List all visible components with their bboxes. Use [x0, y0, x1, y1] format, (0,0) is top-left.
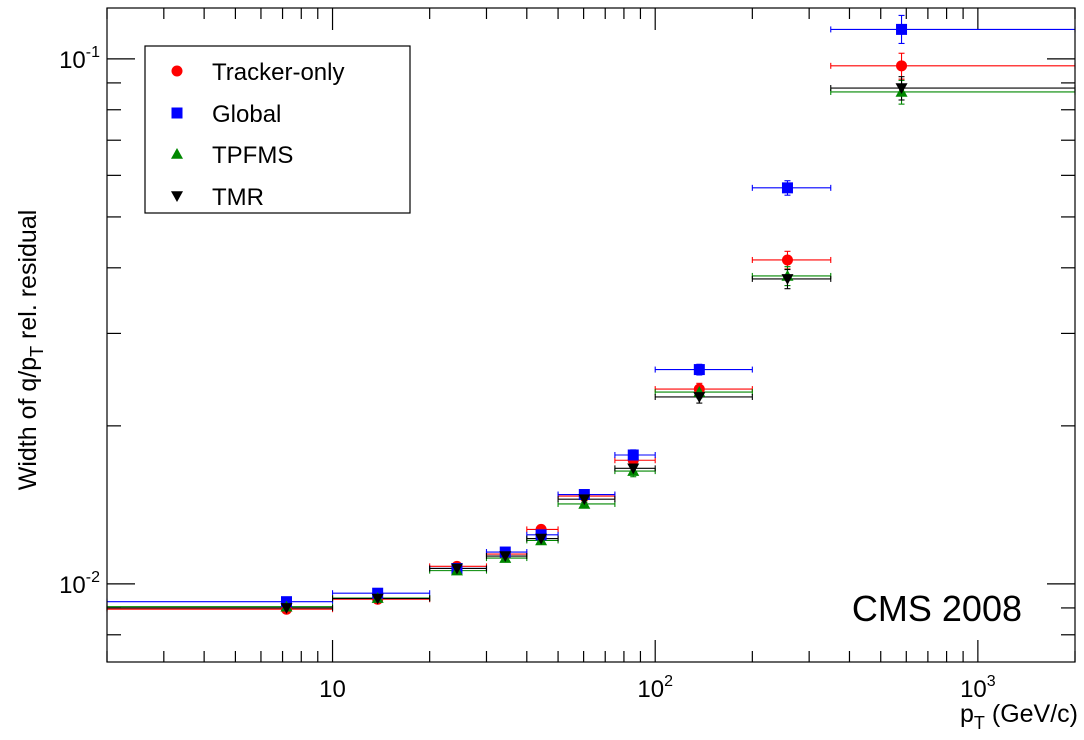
x-tick-label: 103 [960, 673, 996, 703]
data-point-global [693, 364, 705, 376]
legend-entry-tpfms: TPFMS [212, 142, 293, 169]
y-axis-label-main: Width of q/p [14, 357, 42, 490]
legend-marker-tpfms [171, 148, 183, 159]
data-point-tmr [450, 563, 463, 575]
x-axis-label-sub: T [974, 713, 985, 733]
x-tick-label: 10 [319, 676, 346, 703]
x-tick-label-base: 10 [637, 676, 664, 703]
data-point-global [627, 449, 639, 461]
data-point-global [781, 182, 793, 194]
y-axis-label: Width of q/pT rel. residual [14, 210, 47, 491]
data-point-tmr [499, 551, 512, 563]
axis-ticks [106, 8, 1076, 662]
data-point-tmr [371, 593, 384, 605]
data-point-tmr [280, 603, 293, 614]
y-tick-label: 10-2 [59, 569, 100, 599]
legend-marker-global [171, 107, 183, 119]
x-tick-label-exp: 3 [987, 673, 996, 690]
error-bar-global [830, 14, 1076, 45]
y-axis-label-rest: rel. residual [14, 210, 42, 346]
y-tick-label-exp: -1 [86, 44, 100, 61]
error-bar-tracker-only [830, 52, 1076, 80]
legend-marker-tmr [171, 191, 183, 202]
error-bar-global [106, 598, 334, 605]
y-tick-label-exp: -2 [86, 569, 100, 586]
legend-markers [171, 65, 183, 202]
y-axis-label-sub: T [27, 346, 47, 357]
cms-annotation: CMS 2008 [852, 588, 1022, 629]
x-axis-label-main: p [960, 700, 974, 728]
data-point-tmr [627, 463, 640, 475]
y-tick-label: 10-1 [59, 44, 100, 74]
legend-marker-tracker-only [171, 65, 183, 77]
data-point-tmr [693, 392, 706, 403]
data-point-tracker-only [781, 254, 793, 266]
error-bar-tmr [830, 76, 1076, 101]
x-tick-label-base: 10 [960, 676, 987, 703]
data-point-tmr [895, 83, 908, 95]
data-point-tmr [781, 274, 794, 285]
legend-entry-tracker-only: Tracker-only [212, 59, 344, 86]
data-point-tmr [535, 533, 548, 545]
y-tick-label-base: 10 [59, 47, 86, 74]
legend-entry-tmr: TMR [212, 184, 264, 211]
data-point-global [896, 23, 908, 35]
error-bar-tpfms [830, 79, 1076, 105]
data-point-tracker-only [896, 60, 908, 72]
legend-entry-global: Global [212, 101, 281, 128]
data-markers [280, 23, 908, 615]
x-tick-label-exp: 2 [664, 673, 673, 690]
legend-box [144, 45, 411, 214]
x-tick-label-base: 10 [319, 676, 346, 703]
plot-frame [106, 7, 1076, 663]
x-axis-label-rest: (GeV/c) [985, 700, 1078, 728]
x-axis-label: pT (GeV/c) [960, 700, 1078, 733]
legend: Tracker-only Global TPFMS TMR [144, 45, 411, 214]
x-tick-label: 102 [637, 673, 673, 703]
data-point-tmr [578, 494, 591, 506]
error-bar-tmr [106, 604, 334, 611]
y-tick-label-base: 10 [59, 572, 86, 599]
